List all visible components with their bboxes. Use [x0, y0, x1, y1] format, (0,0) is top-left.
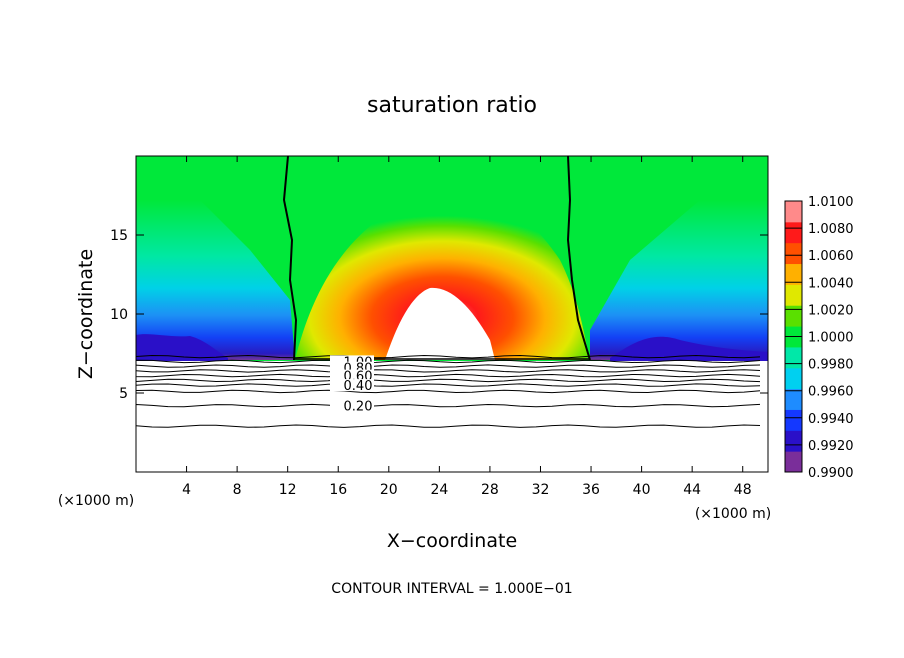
saturation-boundary-right: [566, 156, 591, 361]
x-axis: 4 8 12 16 20 24 28 32 36 40 44 48: [182, 156, 752, 498]
contour-labels: 1.000.800.600.400.20: [330, 355, 374, 415]
contour-line: [136, 364, 761, 368]
heatmap-lower-area: [136, 361, 768, 472]
plot-area: [136, 156, 768, 472]
contour-line: [136, 359, 761, 364]
contour-line: [136, 373, 761, 378]
colorbar-label: 1.0060: [808, 249, 854, 264]
x-tick-label: 44: [683, 482, 701, 498]
contour-label-bg: [330, 379, 374, 392]
colorbar-label: 1.0000: [808, 331, 854, 346]
colorbar-label: 1.0040: [808, 276, 854, 291]
saturation-boundary-left: [282, 156, 298, 361]
contour-label-bg: [330, 399, 374, 412]
colorbar-label: 0.9920: [808, 439, 854, 454]
contour-line: [136, 383, 761, 387]
colorbar: 1.0100 1.0080 1.0060 1.0040 1.0020 1.0000 0.99…: [784, 195, 854, 481]
contour-line: [136, 424, 761, 428]
contour-label-bg: [330, 369, 374, 382]
x-tick-label: 40: [633, 482, 651, 498]
y-tick-label: 15: [110, 228, 128, 244]
colorbar-label: 1.0100: [808, 195, 854, 210]
y-tick-label: 5: [119, 386, 128, 402]
heatmap-white-core: [385, 287, 495, 360]
contour-line: [136, 389, 761, 394]
heatmap-right-subsaturated-region: [590, 200, 768, 360]
colorbar-swatch: [785, 284, 802, 306]
y-axis: 5 10 15: [110, 228, 768, 402]
x-tick-label: 20: [380, 482, 398, 498]
contour-interval-footer: CONTOUR INTERVAL = 1.000E−01: [331, 581, 572, 597]
contour-label: 0.20: [344, 400, 373, 415]
contour-line: [136, 369, 761, 373]
colorbar-swatch: [785, 263, 802, 285]
colorbar-label: 0.9900: [808, 466, 854, 481]
x-axis-label: X−coordinate: [387, 530, 517, 552]
x-tick-label: 36: [582, 482, 600, 498]
heatmap-left-subsaturated-region: [136, 200, 295, 360]
x-tick-label: 16: [329, 482, 347, 498]
chart-title: saturation ratio: [367, 93, 537, 118]
contour-line: [136, 354, 761, 359]
x-tick-label: 32: [532, 482, 550, 498]
colorbar-label: 1.0020: [808, 303, 854, 318]
colorbar-swatch: [785, 388, 802, 410]
x-tick-label: 28: [481, 482, 499, 498]
colorbar-swatch: [785, 221, 802, 244]
colorbar-label: 0.9980: [808, 358, 854, 373]
colorbar-swatch: [785, 242, 802, 265]
contour-lines: [136, 354, 761, 428]
heatmap-left-base-rim: [136, 334, 228, 361]
colorbar-swatch: [785, 430, 802, 452]
x-tick-label: 48: [734, 482, 752, 498]
x-tick-label: 12: [279, 482, 297, 498]
colorbar-swatch: [785, 409, 802, 431]
colorbar-swatch: [785, 305, 802, 327]
heatmap-supersaturated-plume: [295, 190, 590, 360]
contour-label: 0.40: [344, 379, 373, 394]
contour-line: [136, 403, 761, 408]
x-tick-label: 4: [182, 482, 191, 498]
heatmap-right-base-rim: [610, 336, 768, 361]
colorbar-label: 1.0080: [808, 222, 854, 237]
colorbar-swatch: [785, 451, 802, 473]
contour-line: [136, 378, 761, 383]
x-tick-label: 8: [233, 482, 242, 498]
x-tick-label: 24: [430, 482, 448, 498]
colorbar-swatch: [785, 201, 802, 223]
colorbar-swatch: [785, 367, 802, 390]
colorbar-swatch: [785, 346, 802, 369]
x-unit-right: (×1000 m): [695, 506, 771, 522]
x-unit-left: (×1000 m): [58, 493, 134, 509]
colorbar-label: 0.9940: [808, 412, 854, 427]
y-tick-label: 10: [110, 307, 128, 323]
y-axis-label: Z−coordinate: [75, 249, 97, 379]
colorbar-label: 0.9960: [808, 385, 854, 400]
